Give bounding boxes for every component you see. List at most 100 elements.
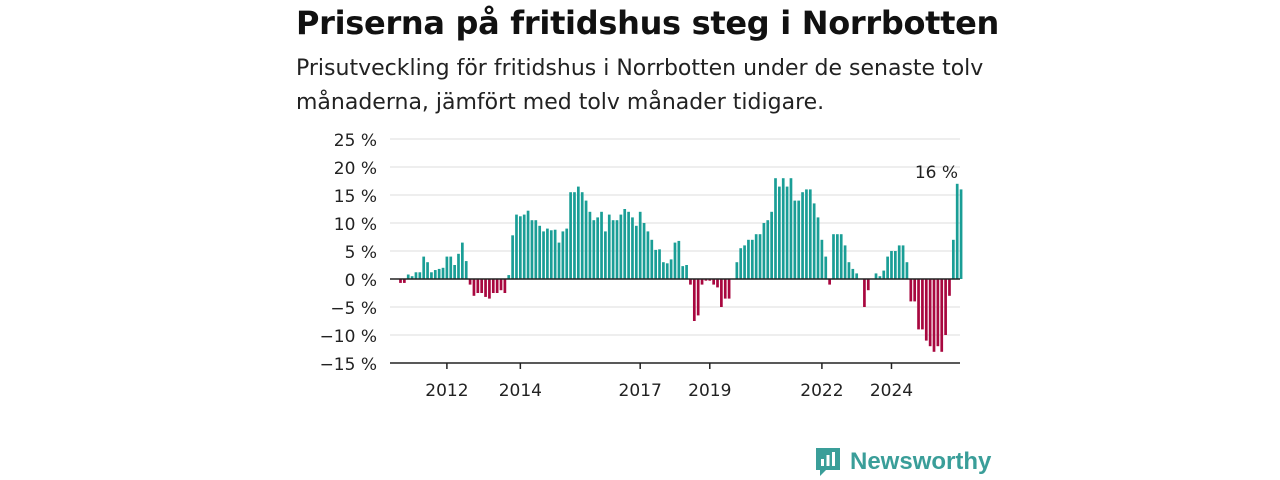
bar <box>658 249 661 279</box>
bar <box>437 268 441 279</box>
bar <box>905 262 909 279</box>
bar <box>457 253 460 279</box>
bar <box>704 279 708 281</box>
x-tick-label: 2019 <box>688 381 731 401</box>
bar <box>522 214 526 279</box>
bar <box>836 234 839 279</box>
bar <box>959 189 963 279</box>
bar <box>561 231 565 279</box>
bar <box>785 186 789 279</box>
y-tick-label: −15 % <box>320 355 377 375</box>
bar <box>403 279 406 283</box>
bar <box>627 211 630 279</box>
chart-subtitle: Prisutveckling för fritidshus i Norrbott… <box>296 56 984 115</box>
gridlines <box>390 138 960 336</box>
bar <box>774 178 777 279</box>
bar <box>890 251 893 279</box>
bar <box>503 279 507 293</box>
bar <box>576 186 580 279</box>
bar <box>642 223 646 279</box>
bar <box>754 234 758 279</box>
bar <box>778 186 781 279</box>
bar <box>924 279 928 341</box>
bar <box>619 214 623 279</box>
newsworthy-logo-icon <box>816 448 840 476</box>
bar <box>766 220 770 279</box>
bar <box>673 242 677 279</box>
bar <box>735 262 739 279</box>
bar <box>476 279 480 293</box>
bar <box>464 261 468 279</box>
latest-value-annotation: 16 % <box>915 163 958 183</box>
bar <box>801 192 804 279</box>
bar <box>546 228 549 279</box>
bar <box>720 279 723 307</box>
bar <box>685 265 688 279</box>
bar <box>770 211 773 279</box>
bar <box>897 245 901 279</box>
y-tick-label: 25 % <box>334 131 377 151</box>
bar <box>913 279 917 302</box>
bar <box>569 192 572 279</box>
bar <box>650 239 654 279</box>
y-tick-label: −10 % <box>320 327 377 347</box>
bar <box>449 256 453 279</box>
bar <box>874 273 878 279</box>
bar <box>762 223 766 279</box>
bar <box>549 230 553 279</box>
bar <box>553 229 557 279</box>
y-axis-ticks: −15 % −10 % −5 % 0 % 5 % 10 % 15 % 20 % 25 % <box>320 131 377 375</box>
bar <box>615 220 619 279</box>
bar <box>893 251 897 279</box>
bar <box>696 279 700 316</box>
bar <box>739 248 743 279</box>
bar <box>484 279 487 297</box>
bar <box>832 234 835 279</box>
x-tick-label: 2024 <box>870 381 913 401</box>
y-tick-label: −5 % <box>330 299 377 319</box>
bar <box>518 216 522 279</box>
bar <box>917 279 920 330</box>
bar <box>689 279 692 285</box>
bar <box>681 266 685 279</box>
bar <box>445 256 449 279</box>
bar <box>948 279 951 296</box>
bar <box>631 217 634 279</box>
bar <box>727 279 731 299</box>
bar <box>851 268 855 279</box>
bar <box>940 279 944 352</box>
bar <box>461 242 464 279</box>
bar <box>716 279 719 288</box>
bar <box>588 211 592 279</box>
bar <box>828 279 831 285</box>
bar <box>863 279 866 307</box>
bar <box>511 235 514 279</box>
bar <box>592 220 596 279</box>
bar <box>507 275 511 279</box>
bar <box>430 272 433 279</box>
bar <box>565 228 569 279</box>
bar <box>781 178 785 279</box>
bar <box>526 210 530 279</box>
bar <box>515 214 518 279</box>
bar <box>886 256 889 279</box>
bar <box>399 279 402 283</box>
x-axis-ticks: 2012 2014 2017 2019 2022 2024 <box>425 363 913 401</box>
bar <box>426 262 429 279</box>
bar <box>538 225 542 279</box>
bar <box>441 267 445 279</box>
bar <box>808 189 812 279</box>
brand-name: Newsworthy <box>850 448 992 475</box>
bar <box>951 239 955 279</box>
y-tick-label: 0 % <box>345 271 377 291</box>
bar <box>708 279 712 281</box>
bar <box>468 279 472 285</box>
bar <box>750 239 754 279</box>
bar <box>758 234 762 279</box>
bar <box>491 279 495 293</box>
bar <box>855 273 859 279</box>
bar <box>866 279 870 291</box>
bar <box>793 200 797 279</box>
bar <box>662 262 665 279</box>
bar <box>495 279 499 293</box>
